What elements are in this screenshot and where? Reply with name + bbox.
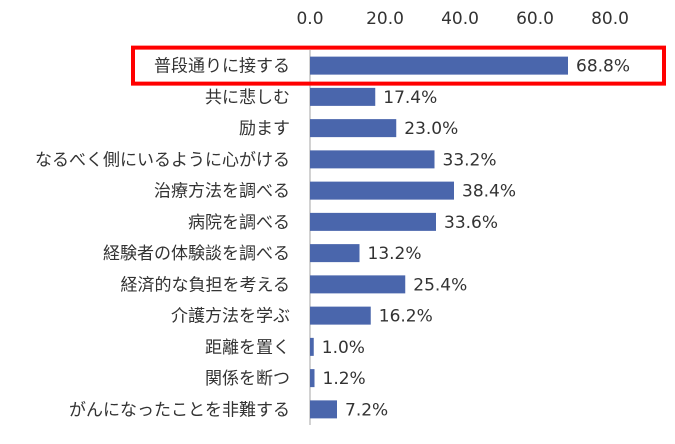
x-axis-ticks: 0.0 20.0 40.0 60.0 80.0	[296, 9, 628, 29]
data-label: 13.2%	[368, 244, 422, 264]
x-tick-label: 80.0	[591, 9, 629, 29]
value-labels: 68.8% 17.4% 23.0% 33.2% 38.4% 33.6% 13.2% 25.4%…	[322, 57, 630, 421]
bar	[310, 212, 436, 231]
bar	[310, 244, 360, 263]
bar	[310, 369, 315, 388]
category-label: 関係を断つ	[205, 369, 290, 389]
data-label: 33.6%	[444, 213, 498, 233]
category-label: 普段通りに接する	[154, 57, 290, 77]
bar	[310, 400, 337, 419]
category-label: なるべく側にいるように心がける	[35, 150, 290, 170]
data-label: 38.4%	[462, 182, 516, 202]
data-label: 68.8%	[576, 57, 630, 77]
data-label: 17.4%	[383, 88, 437, 108]
category-label: 経済的な負担を考える	[121, 275, 291, 295]
bar	[310, 150, 435, 169]
x-tick-label: 40.0	[441, 9, 479, 29]
category-label: がんになったことを非難する	[69, 400, 290, 420]
x-tick-label: 20.0	[366, 9, 404, 29]
data-label: 16.2%	[379, 307, 433, 327]
data-label: 7.2%	[345, 400, 388, 420]
bar	[310, 119, 397, 138]
category-label: 励ます	[239, 119, 290, 139]
category-label: 共に悲しむ	[205, 88, 290, 108]
x-tick-label: 60.0	[516, 9, 554, 29]
category-label: 病院を調べる	[188, 213, 290, 233]
data-label: 33.2%	[443, 150, 497, 170]
category-label: 治療方法を調べる	[154, 182, 290, 202]
data-label: 23.0%	[404, 119, 458, 139]
bar	[310, 87, 376, 106]
bar	[310, 56, 568, 75]
data-label: 25.4%	[413, 275, 467, 295]
x-tick-label: 0.0	[296, 9, 323, 29]
data-label: 1.2%	[323, 369, 366, 389]
highlight-box	[131, 45, 666, 86]
category-label: 経験者の体験談を調べる	[103, 244, 290, 264]
bar	[310, 306, 371, 325]
bar	[310, 337, 314, 356]
bar	[310, 181, 454, 200]
category-label: 介護方法を学ぶ	[171, 307, 290, 327]
category-label: 距離を置く	[205, 338, 290, 358]
data-label: 1.0%	[322, 338, 365, 358]
bars	[310, 56, 568, 419]
bar	[310, 275, 406, 294]
category-labels: 普段通りに接する共に悲しむ励ますなるべく側にいるように心がける治療方法を調べる病…	[35, 57, 290, 421]
